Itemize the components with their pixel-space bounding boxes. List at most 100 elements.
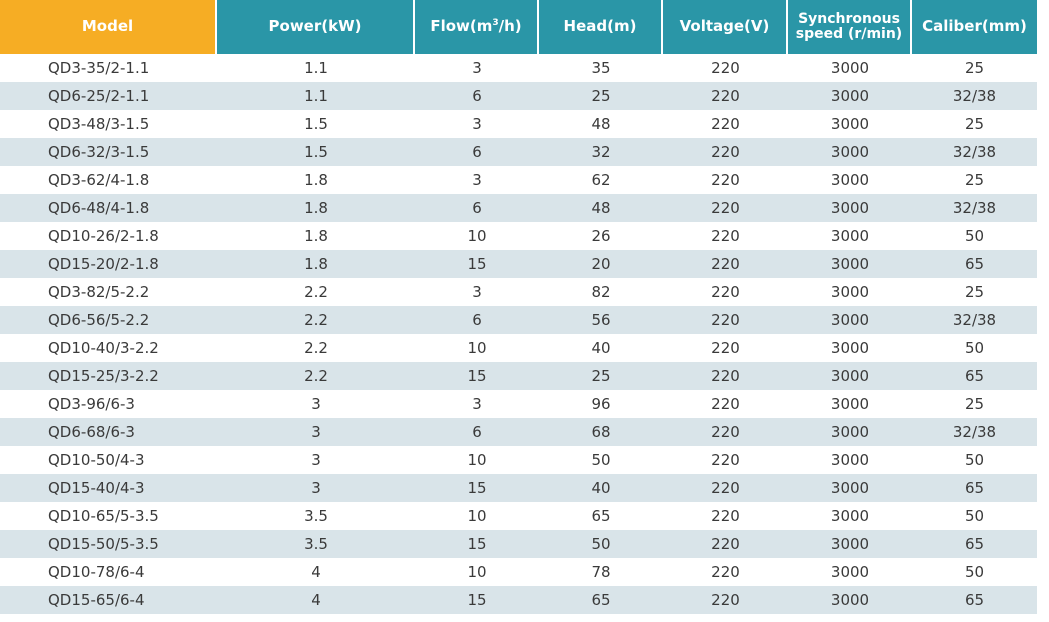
cell-power: 3.5: [217, 502, 415, 530]
cell-head: 62: [539, 166, 663, 194]
cell-head: 56: [539, 306, 663, 334]
table-row: QD10-26/2-1.8 1.8 10 26 220 3000 50: [0, 222, 1037, 250]
table-row: QD15-25/3-2.2 2.2 15 25 220 3000 65: [0, 362, 1037, 390]
cell-power: 3: [217, 418, 415, 446]
cell-head: 50: [539, 446, 663, 474]
cell-model: QD6-68/6-3: [0, 418, 217, 446]
cell-power: 1.1: [217, 82, 415, 110]
cell-voltage: 220: [663, 474, 788, 502]
cell-speed: 3000: [788, 502, 912, 530]
table-row: QD6-56/5-2.2 2.2 6 56 220 3000 32/38: [0, 306, 1037, 334]
cell-caliber: 32/38: [912, 82, 1037, 110]
cell-voltage: 220: [663, 166, 788, 194]
cell-head: 65: [539, 502, 663, 530]
cell-caliber: 65: [912, 250, 1037, 278]
cell-model: QD10-50/4-3: [0, 446, 217, 474]
cell-speed: 3000: [788, 110, 912, 138]
cell-speed: 3000: [788, 390, 912, 418]
cell-flow: 15: [415, 250, 539, 278]
cell-flow: 6: [415, 418, 539, 446]
cell-power: 4: [217, 558, 415, 586]
cell-voltage: 220: [663, 250, 788, 278]
table-row: QD10-40/3-2.2 2.2 10 40 220 3000 50: [0, 334, 1037, 362]
cell-model: QD15-25/3-2.2: [0, 362, 217, 390]
cell-speed: 3000: [788, 446, 912, 474]
cell-flow: 10: [415, 334, 539, 362]
table-row: QD10-78/6-4 4 10 78 220 3000 50: [0, 558, 1037, 586]
header-speed: Synchronous speed (r/min): [788, 0, 912, 54]
cell-model: QD15-40/4-3: [0, 474, 217, 502]
cell-voltage: 220: [663, 502, 788, 530]
table-row: QD3-62/4-1.8 1.8 3 62 220 3000 25: [0, 166, 1037, 194]
table-row: QD10-50/4-3 3 10 50 220 3000 50: [0, 446, 1037, 474]
cell-flow: 15: [415, 362, 539, 390]
header-flow: Flow(m3/h): [415, 0, 539, 54]
cell-speed: 3000: [788, 278, 912, 306]
table-row: QD3-48/3-1.5 1.5 3 48 220 3000 25: [0, 110, 1037, 138]
cell-speed: 3000: [788, 54, 912, 82]
cell-voltage: 220: [663, 586, 788, 614]
cell-speed: 3000: [788, 82, 912, 110]
cell-power: 3: [217, 474, 415, 502]
cell-speed: 3000: [788, 334, 912, 362]
cell-voltage: 220: [663, 82, 788, 110]
cell-caliber: 65: [912, 362, 1037, 390]
cell-head: 68: [539, 418, 663, 446]
pump-spec-table: Model Power(kW) Flow(m3/h) Head(m) Volta…: [0, 0, 1037, 614]
cell-head: 65: [539, 586, 663, 614]
cell-caliber: 65: [912, 474, 1037, 502]
cell-flow: 3: [415, 278, 539, 306]
cell-flow: 15: [415, 530, 539, 558]
cell-speed: 3000: [788, 418, 912, 446]
cell-flow: 3: [415, 166, 539, 194]
cell-power: 1.1: [217, 54, 415, 82]
cell-model: QD15-20/2-1.8: [0, 250, 217, 278]
cell-speed: 3000: [788, 138, 912, 166]
cell-caliber: 32/38: [912, 418, 1037, 446]
cell-head: 20: [539, 250, 663, 278]
cell-power: 3.5: [217, 530, 415, 558]
cell-flow: 6: [415, 306, 539, 334]
table-row: QD15-50/5-3.5 3.5 15 50 220 3000 65: [0, 530, 1037, 558]
cell-speed: 3000: [788, 194, 912, 222]
cell-speed: 3000: [788, 530, 912, 558]
cell-speed: 3000: [788, 586, 912, 614]
cell-power: 2.2: [217, 306, 415, 334]
cell-speed: 3000: [788, 222, 912, 250]
cell-flow: 6: [415, 138, 539, 166]
cell-head: 40: [539, 334, 663, 362]
cell-model: QD10-78/6-4: [0, 558, 217, 586]
cell-model: QD10-65/5-3.5: [0, 502, 217, 530]
cell-model: QD15-65/6-4: [0, 586, 217, 614]
cell-model: QD6-56/5-2.2: [0, 306, 217, 334]
cell-caliber: 25: [912, 390, 1037, 418]
cell-caliber: 50: [912, 446, 1037, 474]
cell-flow: 3: [415, 110, 539, 138]
cell-voltage: 220: [663, 390, 788, 418]
cell-model: QD15-50/5-3.5: [0, 530, 217, 558]
cell-voltage: 220: [663, 194, 788, 222]
cell-caliber: 50: [912, 222, 1037, 250]
cell-caliber: 50: [912, 502, 1037, 530]
cell-head: 35: [539, 54, 663, 82]
cell-model: QD6-25/2-1.1: [0, 82, 217, 110]
cell-voltage: 220: [663, 446, 788, 474]
cell-model: QD6-48/4-1.8: [0, 194, 217, 222]
cell-flow: 6: [415, 194, 539, 222]
cell-model: QD6-32/3-1.5: [0, 138, 217, 166]
header-power: Power(kW): [217, 0, 415, 54]
cell-head: 48: [539, 110, 663, 138]
cell-voltage: 220: [663, 222, 788, 250]
header-head: Head(m): [539, 0, 663, 54]
cell-flow: 10: [415, 446, 539, 474]
cell-caliber: 25: [912, 54, 1037, 82]
cell-model: QD3-35/2-1.1: [0, 54, 217, 82]
header-caliber: Caliber(mm): [912, 0, 1037, 54]
cell-flow: 3: [415, 54, 539, 82]
cell-model: QD10-40/3-2.2: [0, 334, 217, 362]
cell-head: 48: [539, 194, 663, 222]
cell-head: 82: [539, 278, 663, 306]
cell-power: 1.8: [217, 166, 415, 194]
cell-speed: 3000: [788, 474, 912, 502]
cell-head: 26: [539, 222, 663, 250]
